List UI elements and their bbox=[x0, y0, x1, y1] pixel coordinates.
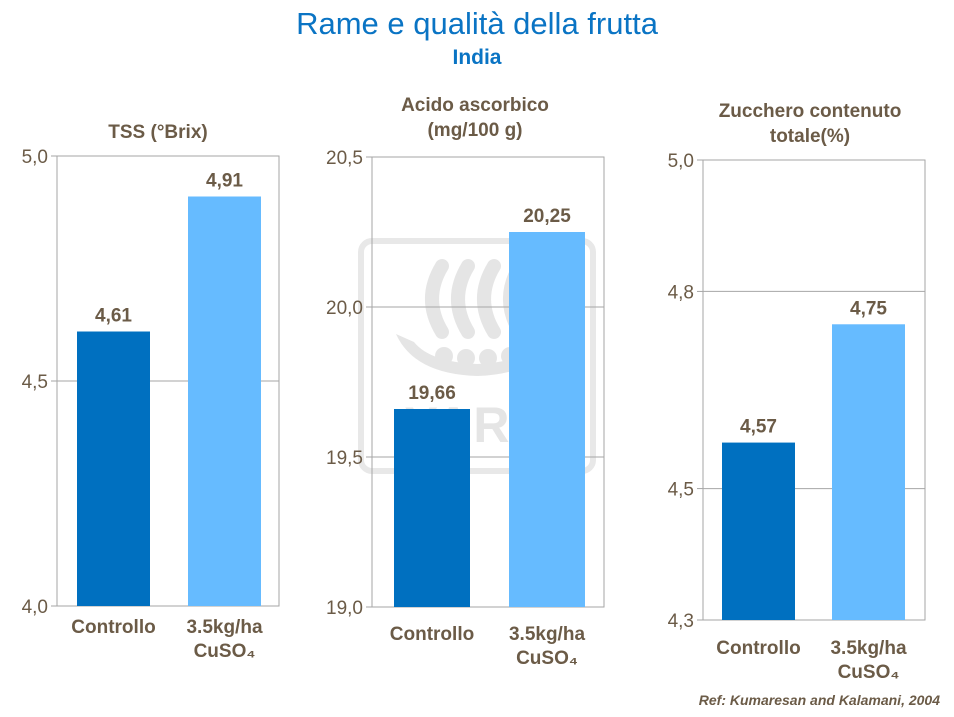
y-tick-label: 4,5 bbox=[668, 480, 694, 501]
y-tick-label: 4,3 bbox=[668, 611, 694, 632]
data-label: 20,25 bbox=[523, 206, 571, 227]
chart-title: totale(%) bbox=[770, 126, 850, 147]
category-label: Controllo bbox=[390, 624, 474, 645]
data-label: 19,66 bbox=[408, 383, 456, 404]
chart-title: (mg/100 g) bbox=[427, 120, 522, 141]
slide-subtitle: India bbox=[452, 46, 502, 69]
category-label: Controllo bbox=[716, 638, 800, 659]
chart-title: Zucchero contenuto bbox=[719, 101, 902, 122]
bar bbox=[832, 324, 905, 620]
data-label: 4,75 bbox=[850, 298, 887, 319]
category-label: 3.5kg/ha bbox=[830, 638, 906, 659]
category-label: CuSO₄ bbox=[194, 641, 256, 662]
plot-area-frame bbox=[702, 159, 926, 621]
category-label: 3.5kg/ha bbox=[186, 617, 262, 638]
bar bbox=[77, 331, 150, 606]
bar bbox=[394, 409, 470, 607]
chart-title: TSS (°Brix) bbox=[108, 122, 207, 143]
category-label: 3.5kg/ha bbox=[509, 624, 585, 645]
bar bbox=[722, 442, 795, 620]
data-label: 4,57 bbox=[740, 417, 777, 438]
y-tick-label: 19,5 bbox=[326, 448, 363, 469]
y-tick-label: 19,0 bbox=[326, 598, 363, 619]
y-tick-label: 4,8 bbox=[668, 282, 694, 303]
data-label: 4,91 bbox=[206, 171, 243, 192]
plot-area-frame bbox=[371, 156, 605, 608]
bar bbox=[188, 196, 261, 606]
category-label: CuSO₄ bbox=[838, 662, 900, 683]
y-tick-label: 20,5 bbox=[326, 148, 363, 169]
reference-note: Ref: Kumaresan and Kalamani, 2004 bbox=[698, 692, 940, 708]
bar bbox=[509, 232, 585, 607]
y-tick-label: 4,0 bbox=[22, 597, 48, 618]
category-label: CuSO₄ bbox=[516, 648, 578, 669]
category-label: Controllo bbox=[71, 617, 155, 638]
y-tick-label: 5,0 bbox=[668, 151, 694, 172]
y-tick-label: 4,5 bbox=[22, 372, 48, 393]
y-tick-label: 5,0 bbox=[22, 147, 48, 168]
y-tick-label: 20,0 bbox=[326, 298, 363, 319]
plot-area-frame bbox=[56, 155, 280, 607]
chart-title: Acido ascorbico bbox=[401, 95, 549, 116]
data-label: 4,61 bbox=[95, 306, 132, 327]
slide-title: Rame e qualità della frutta bbox=[296, 6, 658, 41]
